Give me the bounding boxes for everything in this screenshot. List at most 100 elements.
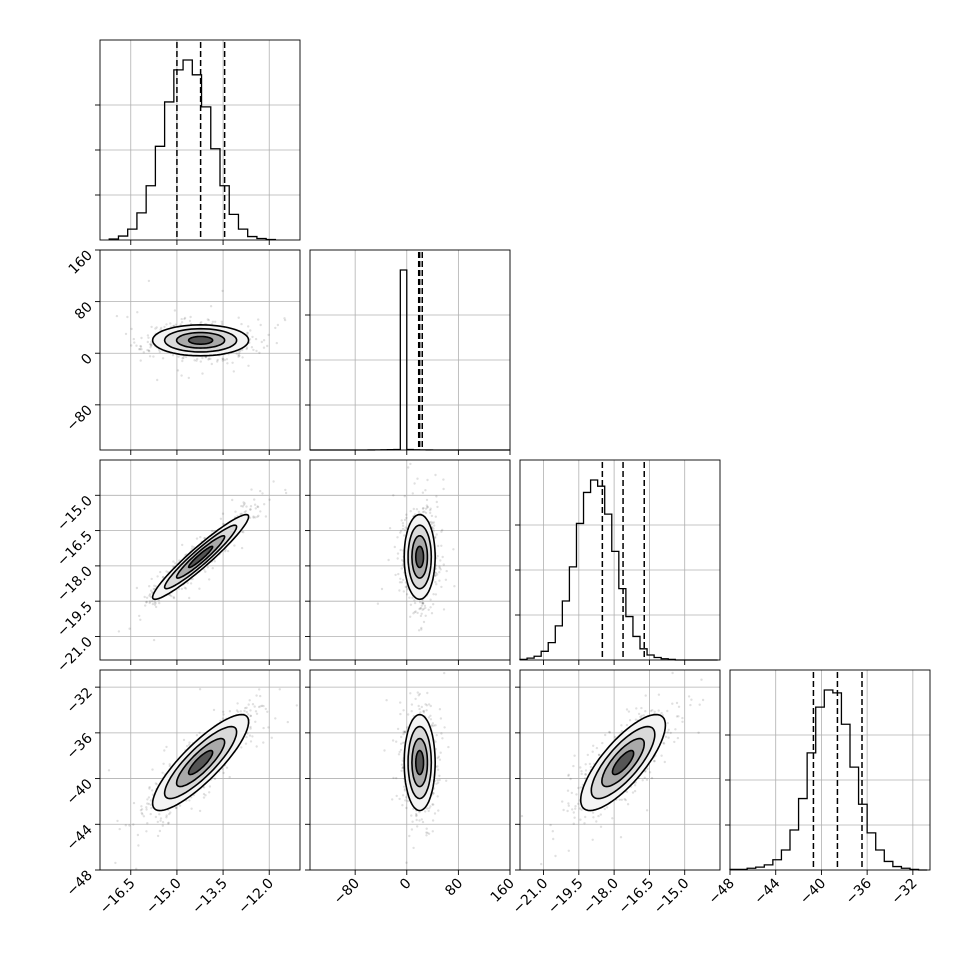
- sample-point: [249, 727, 252, 730]
- sample-point: [154, 605, 158, 609]
- sample-point: [219, 517, 223, 520]
- sample-point: [156, 378, 159, 382]
- sample-point: [376, 602, 380, 605]
- sample-point: [128, 627, 131, 630]
- sample-point: [204, 794, 207, 797]
- sample-point: [599, 813, 602, 816]
- sample-point: [438, 571, 441, 574]
- sample-point: [441, 555, 444, 559]
- sample-point: [182, 356, 185, 360]
- sample-point: [430, 514, 434, 518]
- sample-point: [428, 807, 431, 810]
- sample-point: [433, 812, 437, 815]
- contour-3: [407, 725, 433, 800]
- sample-point: [161, 821, 165, 824]
- sample-point: [203, 536, 206, 540]
- sample-point: [410, 703, 414, 706]
- sample-point: [409, 603, 413, 606]
- sample-point: [249, 709, 252, 712]
- sample-point: [107, 769, 111, 772]
- sample-point: [231, 498, 234, 502]
- sample-point: [199, 360, 202, 363]
- sample-point: [222, 522, 225, 526]
- sample-point: [551, 830, 554, 833]
- density-fill: [415, 750, 424, 775]
- sample-point: [431, 722, 435, 725]
- sample-point: [249, 714, 253, 718]
- sample-point: [141, 813, 144, 816]
- sample-point: [159, 819, 162, 822]
- sample-point: [190, 807, 193, 810]
- contour-2: [411, 737, 429, 788]
- sample-point: [140, 811, 143, 815]
- sample-point: [167, 821, 170, 824]
- sample-point: [409, 510, 412, 513]
- sample-point: [402, 590, 405, 593]
- sample-point: [402, 732, 405, 736]
- sample-point: [440, 530, 443, 533]
- sample-point: [145, 601, 148, 604]
- sample-point: [258, 351, 261, 354]
- sample-point: [403, 529, 407, 532]
- sample-point: [400, 735, 403, 739]
- sample-point: [413, 482, 416, 485]
- sample-point: [442, 608, 446, 611]
- sample-point: [128, 824, 131, 827]
- sample-point: [601, 741, 604, 745]
- contour-4: [403, 713, 437, 812]
- sample-point: [644, 694, 647, 697]
- sample-point: [159, 328, 162, 331]
- sample-point: [146, 798, 149, 801]
- sample-point: [235, 352, 238, 355]
- sample-point: [259, 694, 262, 698]
- sample-point: [183, 317, 186, 321]
- sample-point: [259, 510, 262, 513]
- sample-point: [191, 545, 194, 548]
- sample-point: [443, 726, 446, 729]
- sample-point: [675, 701, 679, 705]
- sample-point: [140, 805, 143, 808]
- sample-point: [422, 607, 425, 611]
- sample-point: [243, 511, 246, 514]
- sample-point: [272, 480, 275, 483]
- sample-point: [233, 544, 236, 547]
- sample-point: [437, 781, 440, 784]
- sample-point: [436, 779, 439, 782]
- sample-point: [237, 316, 240, 319]
- sample-point: [266, 710, 269, 713]
- sample-point: [150, 577, 153, 581]
- sample-point: [625, 723, 629, 727]
- sample-point: [153, 601, 156, 604]
- sample-point: [201, 356, 204, 360]
- sample-point: [424, 606, 427, 610]
- sample-point: [430, 520, 433, 524]
- sample-point: [146, 348, 149, 352]
- sample-point: [211, 320, 215, 323]
- sample-point: [403, 495, 406, 498]
- sample-point: [151, 789, 154, 792]
- sample-point: [398, 750, 401, 754]
- histogram-0: [108, 59, 277, 241]
- sample-point: [429, 511, 432, 515]
- sample-point: [188, 741, 191, 744]
- sample-point: [432, 803, 435, 806]
- sample-point: [168, 812, 171, 816]
- sample-point: [409, 462, 412, 466]
- sample-point: [431, 819, 435, 822]
- sample-point: [248, 338, 252, 341]
- x-tick-label: 80: [442, 876, 466, 900]
- sample-point: [240, 322, 243, 326]
- sample-point: [399, 748, 403, 752]
- sample-point: [436, 756, 439, 760]
- sample-point: [221, 512, 225, 515]
- sample-point: [188, 743, 191, 746]
- sample-point: [149, 346, 152, 349]
- sample-point: [139, 344, 142, 348]
- sample-point: [221, 717, 225, 720]
- sample-point: [420, 626, 423, 630]
- sample-point: [642, 714, 645, 717]
- sample-point: [156, 834, 160, 838]
- sample-point: [425, 807, 429, 810]
- y-tick-label: −19.5: [54, 599, 96, 641]
